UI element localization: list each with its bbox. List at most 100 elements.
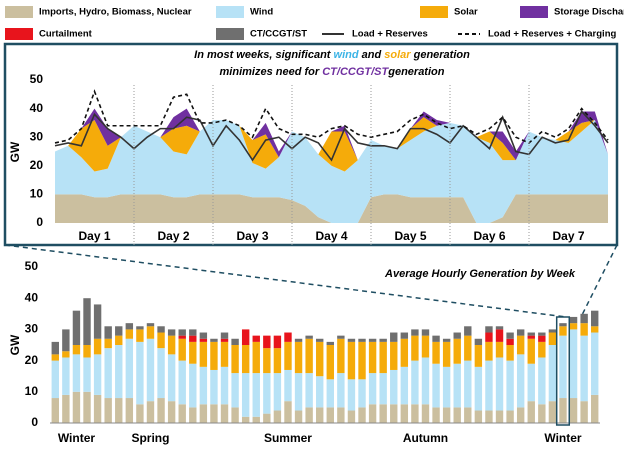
bar-segment [316, 376, 324, 408]
bar-segment [284, 341, 292, 370]
x-tick-label: Winter [544, 431, 582, 445]
bar-segment [220, 404, 229, 423]
bar-segment [442, 407, 451, 423]
bar-segment [548, 332, 557, 345]
x-tick-label: Day 5 [394, 229, 426, 243]
bar-segment [464, 326, 472, 336]
bar-segment [559, 323, 567, 327]
legend-swatch [420, 6, 448, 18]
bar-segment [326, 341, 334, 345]
highlight-week [555, 316, 571, 426]
bar-segment [548, 329, 557, 333]
bar-segment [442, 338, 451, 342]
bar-segment [51, 341, 59, 355]
bar-segment [527, 335, 535, 339]
bar-segment [368, 341, 377, 374]
bar-segment [220, 341, 229, 367]
bar-segment [199, 332, 208, 339]
bar-segment [495, 341, 504, 358]
bar-segment [516, 354, 525, 408]
legend-swatch [216, 28, 244, 40]
bar-segment [474, 345, 483, 367]
bar-segment [210, 338, 218, 342]
bar-segment [146, 323, 155, 327]
x-tick-label: Spring [131, 431, 169, 445]
bar-segment [495, 357, 504, 411]
bar-segment [241, 416, 250, 423]
bar-segment [326, 407, 334, 423]
bar-segment [72, 345, 81, 355]
bar-segment [538, 357, 546, 405]
bar-segment [358, 341, 366, 380]
bar-segment [252, 341, 260, 374]
bar-segment [93, 354, 102, 395]
bar-segment [474, 338, 483, 345]
y-axis-label: GW [8, 141, 22, 162]
line [54, 89, 609, 144]
bar-segment [252, 335, 260, 342]
bar-segment [146, 338, 155, 402]
bar-segment [104, 348, 112, 399]
legend-swatch [520, 6, 548, 18]
bar-segment [368, 338, 377, 342]
bar-segment [390, 369, 398, 405]
bar-segment [516, 329, 525, 336]
bar-segment [527, 338, 535, 364]
bar-segment [199, 366, 208, 405]
bar-segment [284, 369, 292, 402]
bar-segment [305, 373, 313, 408]
area [55, 194, 608, 223]
bar-segment [442, 366, 451, 408]
bar-segment [411, 404, 419, 423]
bar-segment [189, 329, 197, 336]
bar-segment [167, 401, 176, 423]
x-tick-label: Day 4 [315, 229, 347, 243]
legend-swatch [5, 28, 33, 40]
bar-segment [104, 338, 112, 349]
bar-segment [580, 313, 588, 324]
bar-segment [527, 332, 535, 336]
bar-segment [210, 341, 218, 370]
y-tick-label: 40 [30, 101, 44, 115]
bar-segment [347, 341, 356, 380]
bar-segment [411, 360, 419, 405]
bar-segment [516, 407, 525, 423]
bar-segment [379, 338, 387, 342]
bar-segment [284, 401, 292, 423]
x-tick-label: Day 7 [552, 229, 584, 243]
bar-segment [115, 345, 123, 399]
bar-segment [527, 401, 535, 423]
y-tick-label: 10 [30, 187, 44, 201]
legend-label: Load + Reserves + Charging [488, 29, 616, 40]
bar-segment [379, 341, 387, 374]
x-tick-label: Day 6 [473, 229, 505, 243]
bar-segment [326, 379, 334, 408]
bar-segment [231, 345, 239, 374]
bar-segment [548, 401, 557, 423]
bar-segment [115, 335, 123, 345]
bar-segment [591, 394, 599, 423]
bar-segment [167, 354, 176, 402]
bar-segment [432, 335, 440, 342]
bar-segment [157, 398, 165, 423]
bar-segment [421, 357, 430, 405]
bar-segment [506, 360, 514, 411]
bar-segment [474, 366, 483, 411]
bar-segment [485, 341, 493, 361]
x-tick-label: Autumn [403, 431, 448, 445]
bar-segment [559, 398, 567, 423]
bar-segment [220, 338, 229, 342]
bar-segment [495, 326, 504, 330]
x-tick-label: Day 1 [78, 229, 110, 243]
bar-segment [294, 410, 303, 423]
legend-label: Wind [250, 7, 273, 18]
line [54, 110, 609, 162]
bar-segment [538, 332, 546, 336]
y-tick-label: 40 [25, 290, 39, 304]
bar-segment [305, 407, 313, 423]
bar-segment [347, 379, 356, 411]
bar-segment [347, 338, 356, 342]
bar-segment [189, 335, 197, 342]
bar-segment [400, 404, 409, 423]
bar-segment [62, 357, 70, 395]
